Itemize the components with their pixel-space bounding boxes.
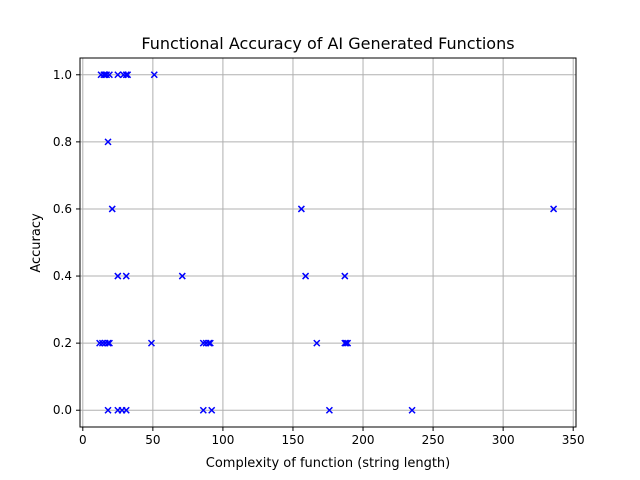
data-point-x-marker bbox=[105, 339, 113, 347]
data-point-x-marker bbox=[341, 339, 349, 347]
data-point-x-marker bbox=[208, 406, 216, 414]
data-point-x-marker bbox=[150, 71, 158, 79]
data-point-x-marker bbox=[114, 272, 122, 280]
x-tick-label: 100 bbox=[211, 433, 234, 447]
data-point-x-marker bbox=[344, 339, 352, 347]
data-point-x-marker bbox=[205, 339, 213, 347]
data-point-x-marker bbox=[550, 205, 558, 213]
x-tick-label: 150 bbox=[282, 433, 305, 447]
data-point-x-marker bbox=[105, 71, 113, 79]
data-point-x-marker bbox=[147, 339, 155, 347]
data-point-x-marker bbox=[342, 339, 350, 347]
data-point-x-marker bbox=[178, 272, 186, 280]
data-point-x-marker bbox=[325, 406, 333, 414]
data-points bbox=[96, 71, 558, 414]
plot-frame bbox=[79, 57, 577, 428]
data-point-x-marker bbox=[206, 339, 214, 347]
data-point-x-marker bbox=[341, 272, 349, 280]
x-tick-label: 300 bbox=[492, 433, 515, 447]
data-point-x-marker bbox=[302, 272, 310, 280]
y-axis-label: Accuracy bbox=[29, 213, 44, 273]
data-point-x-marker bbox=[108, 205, 116, 213]
data-point-x-marker bbox=[104, 138, 112, 146]
data-point-x-marker bbox=[297, 205, 305, 213]
y-tick-label: 1.0 bbox=[53, 68, 72, 82]
y-tick-label: 0.0 bbox=[53, 403, 72, 417]
data-point-x-marker bbox=[408, 406, 416, 414]
data-point-x-marker bbox=[114, 71, 122, 79]
data-point-x-marker bbox=[100, 71, 108, 79]
x-tick-label: 0 bbox=[79, 433, 87, 447]
data-point-x-marker bbox=[122, 406, 130, 414]
data-point-x-marker bbox=[96, 339, 104, 347]
y-tick-label: 0.8 bbox=[53, 135, 72, 149]
data-point-x-marker bbox=[98, 339, 106, 347]
data-point-x-marker bbox=[122, 71, 130, 79]
x-tick-label: 250 bbox=[422, 433, 445, 447]
x-axis-label: Complexity of function (string length) bbox=[206, 456, 451, 471]
data-point-x-marker bbox=[103, 71, 111, 79]
x-tick-label: 50 bbox=[145, 433, 160, 447]
x-tick-label: 200 bbox=[352, 433, 375, 447]
data-point-x-marker bbox=[199, 339, 207, 347]
x-axis-ticks: 0 50 100 150 200 250 300 350 bbox=[79, 427, 585, 447]
data-point-x-marker bbox=[313, 339, 321, 347]
y-tick-label: 0.2 bbox=[53, 336, 72, 350]
y-axis-ticks: 0.0 0.2 0.4 0.6 0.8 1.0 bbox=[53, 68, 80, 417]
data-point-x-marker bbox=[104, 339, 112, 347]
y-tick-label: 0.6 bbox=[53, 202, 72, 216]
x-tick-label: 350 bbox=[562, 433, 585, 447]
data-point-x-marker bbox=[124, 71, 132, 79]
chart-title: Functional Accuracy of AI Generated Func… bbox=[141, 34, 514, 53]
y-tick-label: 0.4 bbox=[53, 269, 72, 283]
data-point-x-marker bbox=[199, 406, 207, 414]
grid-lines bbox=[80, 58, 576, 427]
data-point-x-marker bbox=[122, 272, 130, 280]
data-point-x-marker bbox=[104, 406, 112, 414]
